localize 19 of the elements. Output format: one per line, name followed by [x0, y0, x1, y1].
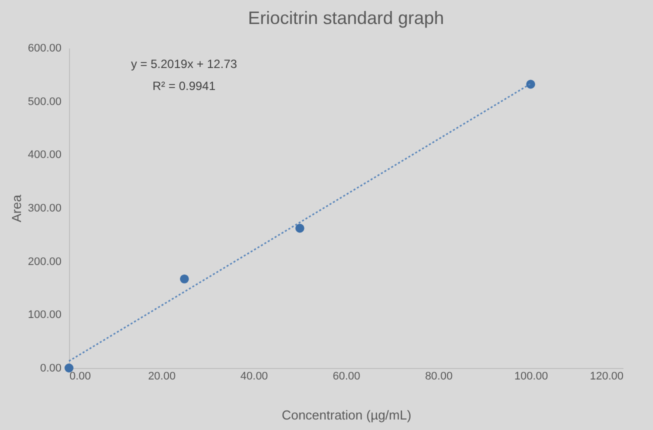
x-axis-title: Concentration (µg/mL) [282, 408, 412, 422]
y-tick-label: 200.00 [28, 256, 62, 268]
y-tick-label: 300.00 [28, 202, 62, 214]
y-tick-label: 400.00 [28, 149, 62, 162]
x-tick-label: 60.00 [332, 370, 360, 382]
x-tick-label: 20.00 [148, 370, 176, 382]
annotation: y = 5.2019x + 12.73 [130, 57, 238, 71]
y-tick-label: 600.00 [28, 42, 62, 54]
y-tick-label: 0.00 [40, 362, 62, 374]
x-tick-label: 0.00 [70, 370, 91, 382]
x-tick-label: 80.00 [425, 370, 453, 382]
chart-title: Eriocitrin standard graph [248, 8, 444, 28]
y-tick-label: 500.00 [28, 96, 62, 108]
y-axis-title: Area [8, 194, 24, 222]
annotation: R² = 0.9941 [152, 79, 216, 93]
x-tick-label: 120.00 [590, 370, 624, 382]
x-tick-label: 100.00 [514, 370, 548, 382]
x-tick-label: 40.00 [240, 370, 268, 382]
y-tick-label: 100.00 [28, 309, 62, 322]
